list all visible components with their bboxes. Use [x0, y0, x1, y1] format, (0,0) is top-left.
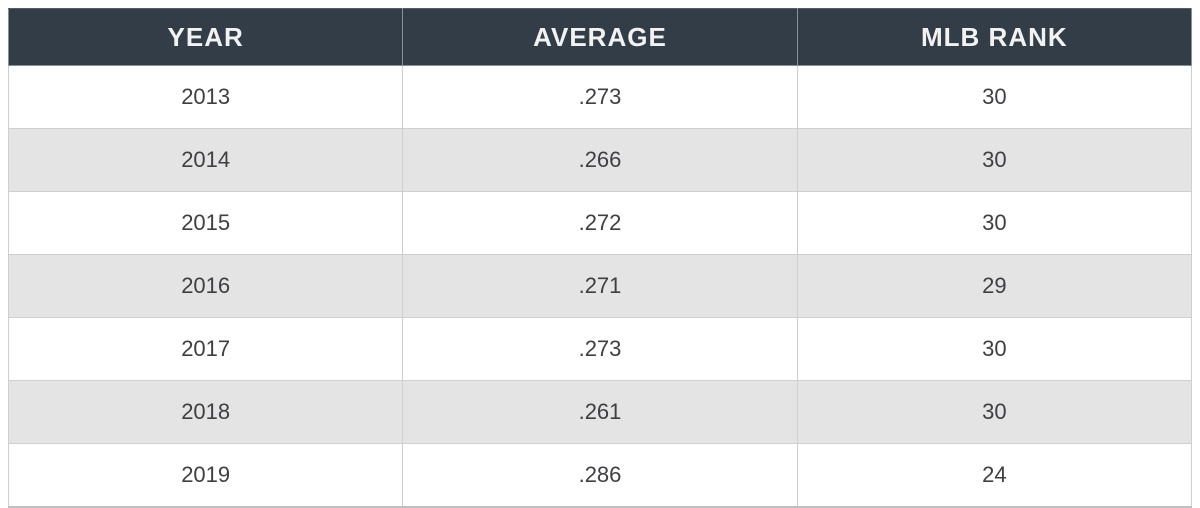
mlb-rank-cell: 30	[796, 191, 1193, 255]
table-row: 2019 .286 24	[7, 443, 1193, 508]
mlb-rank-cell: 29	[796, 254, 1193, 318]
mlb-rank-cell: 30	[796, 317, 1193, 381]
average-cell: .271	[402, 254, 798, 318]
year-cell: 2015	[7, 191, 404, 255]
mlb-rank-cell: 30	[796, 380, 1193, 444]
table-body: 2013 .273 30 2014 .266 30 2015 .272 30 2…	[7, 65, 1193, 508]
table-row: 2016 .271 29	[7, 254, 1193, 318]
average-cell: .272	[402, 191, 798, 255]
year-cell: 2018	[7, 380, 404, 444]
table-row: 2017 .273 30	[7, 317, 1193, 381]
mlb-rank-cell: 30	[796, 65, 1193, 129]
table-header: YEAR AVERAGE MLB RANK	[7, 8, 1193, 66]
mlb-rank-cell: 30	[796, 128, 1193, 192]
average-cell: .273	[402, 317, 798, 381]
batting-average-table-container: YEAR AVERAGE MLB RANK 2013 .273 30 2014 …	[7, 8, 1193, 508]
year-cell: 2016	[7, 254, 404, 318]
average-cell: .261	[402, 380, 798, 444]
column-header-mlb-rank: MLB RANK	[796, 8, 1193, 66]
table-row: 2018 .261 30	[7, 380, 1193, 444]
column-header-average: AVERAGE	[402, 8, 798, 66]
mlb-rank-cell: 24	[796, 443, 1193, 508]
table-row: 2015 .272 30	[7, 191, 1193, 255]
average-cell: .273	[402, 65, 798, 129]
average-cell: .266	[402, 128, 798, 192]
average-cell: .286	[402, 443, 798, 508]
year-cell: 2017	[7, 317, 404, 381]
table-row: 2014 .266 30	[7, 128, 1193, 192]
header-row: YEAR AVERAGE MLB RANK	[7, 8, 1193, 66]
year-cell: 2014	[7, 128, 404, 192]
year-cell: 2013	[7, 65, 404, 129]
year-cell: 2019	[7, 443, 404, 508]
table-row: 2013 .273 30	[7, 65, 1193, 129]
batting-average-table: YEAR AVERAGE MLB RANK 2013 .273 30 2014 …	[7, 8, 1193, 508]
column-header-year: YEAR	[7, 8, 404, 66]
